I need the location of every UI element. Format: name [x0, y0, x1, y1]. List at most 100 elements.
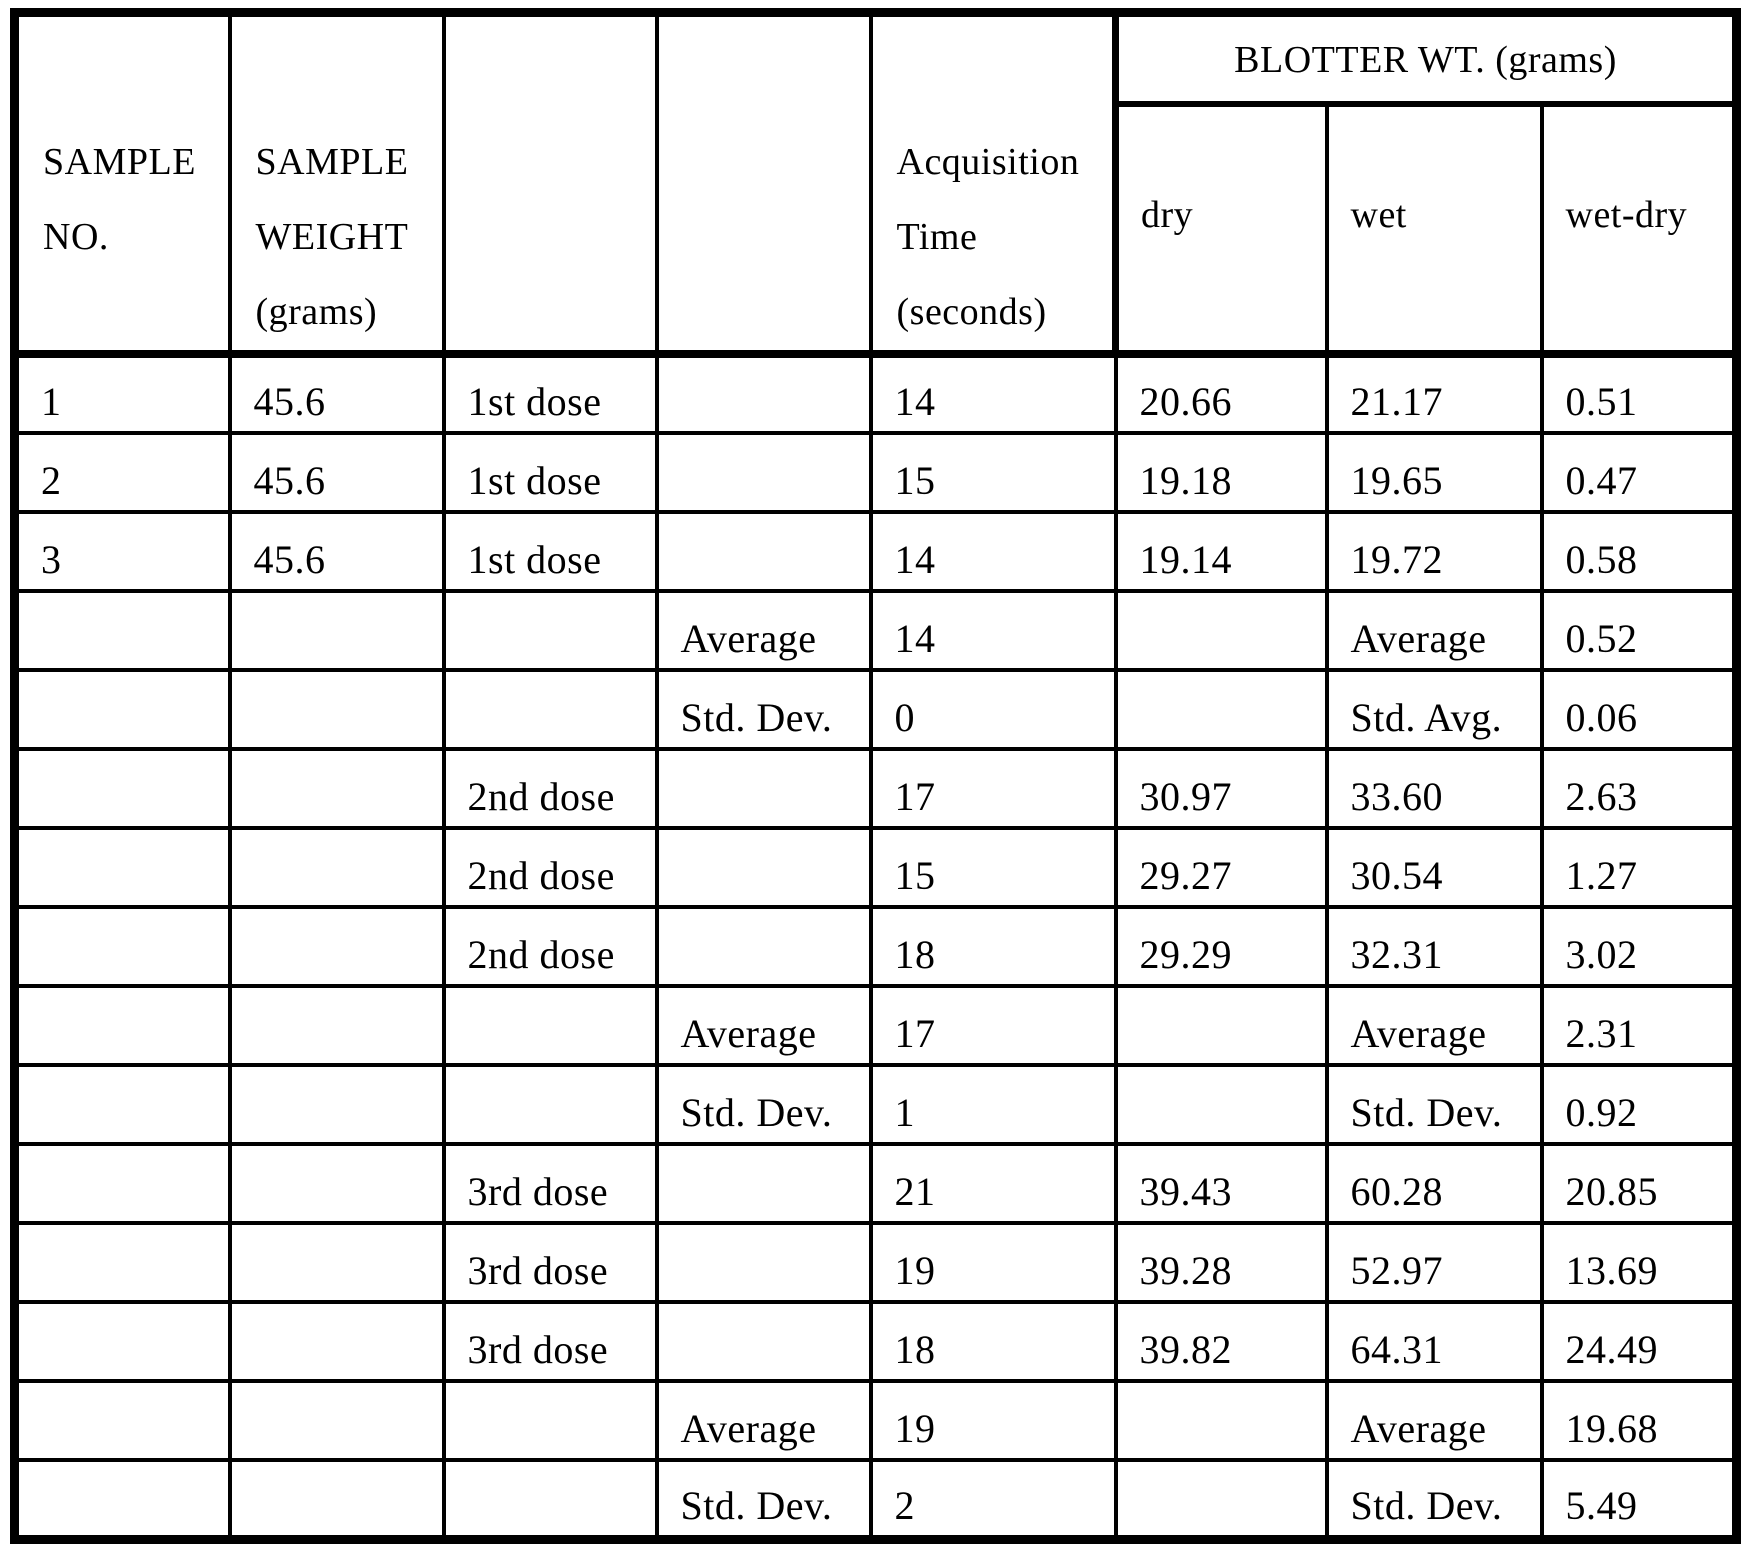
- table-cell: [12, 1379, 232, 1462]
- table-row: 3 45.6 1st dose 14 19.14 19.72 0.58: [12, 510, 1739, 593]
- header-line: WEIGHT: [255, 216, 409, 258]
- table-cell: [227, 1379, 446, 1462]
- table-row: 2nd dose 18 29.29 32.31 3.02: [12, 905, 1739, 988]
- header-line: SAMPLE: [43, 141, 196, 183]
- header-line: (grams): [255, 291, 378, 333]
- table-cell: [12, 589, 232, 672]
- table-cell: Std. Dev.: [1324, 1063, 1544, 1146]
- table-cell: 14: [868, 510, 1118, 593]
- table-cell: [1113, 984, 1329, 1067]
- header-wet: wet: [1324, 101, 1544, 359]
- table-cell: Average: [654, 589, 873, 672]
- header-sample-no: SAMPLE NO.: [12, 10, 232, 358]
- table-cell: 19.14: [1113, 510, 1329, 593]
- table-cell: 30.97: [1113, 747, 1329, 830]
- table-cell: [12, 1142, 232, 1225]
- table-cell: 1: [12, 352, 232, 435]
- table-cell: 15: [868, 431, 1118, 514]
- table-row: 2 45.6 1st dose 15 19.18 19.65 0.47: [12, 431, 1739, 514]
- header-acquisition-time: Acquisition Time (seconds): [868, 10, 1118, 358]
- table-cell: 2nd dose: [441, 905, 659, 988]
- table-cell: [654, 1300, 873, 1383]
- table-cell: 24.49: [1539, 1300, 1739, 1383]
- table-cell: 3.02: [1539, 905, 1739, 988]
- table-cell: 18: [868, 1300, 1118, 1383]
- table-cell: 0.92: [1539, 1063, 1739, 1146]
- table-cell: 1.27: [1539, 826, 1739, 909]
- table-cell: [12, 1458, 232, 1541]
- table-cell: [227, 1063, 446, 1146]
- table-cell: [441, 589, 659, 672]
- table-row: Std. Dev. 1 Std. Dev. 0.92: [12, 1063, 1739, 1146]
- table-cell: 1st dose: [441, 510, 659, 593]
- table-cell: 1st dose: [441, 352, 659, 435]
- table-cell: [227, 1458, 446, 1541]
- table-cell: 0.47: [1539, 431, 1739, 514]
- table-cell: 3rd dose: [441, 1221, 659, 1304]
- header-row-sub: dry wet wet-dry: [15, 101, 1739, 359]
- table-cell: [654, 826, 873, 909]
- table-row: 2nd dose 17 30.97 33.60 2.63: [12, 747, 1739, 830]
- table-cell: [12, 668, 232, 751]
- table-cell: 21.17: [1324, 352, 1544, 435]
- table-cell: 0.52: [1539, 589, 1739, 672]
- header-dose-column-blank: [441, 10, 659, 358]
- table-cell: 39.43: [1113, 1142, 1329, 1225]
- table-cell: [227, 668, 446, 751]
- table-cell: 0.58: [1539, 510, 1739, 593]
- table-cell: 18: [868, 905, 1118, 988]
- table-cell: 3rd dose: [441, 1142, 659, 1225]
- table-row: 3rd dose 19 39.28 52.97 13.69: [12, 1221, 1739, 1304]
- sample-blotter-table: SAMPLE NO. SAMPLE WEIGHT (grams) Acquisi…: [10, 8, 1742, 1544]
- table-cell: 19.18: [1113, 431, 1329, 514]
- table-cell: Std. Avg.: [1324, 668, 1544, 751]
- header-sample-weight: SAMPLE WEIGHT (grams): [227, 10, 446, 358]
- header-line: Acquisition: [896, 141, 1080, 183]
- table-cell: [441, 984, 659, 1067]
- table-cell: Std. Dev.: [1324, 1458, 1544, 1541]
- table-cell: 0.06: [1539, 668, 1739, 751]
- table-row: 1 45.6 1st dose 14 20.66 21.17 0.51: [12, 352, 1739, 435]
- header-line: SAMPLE: [255, 141, 409, 183]
- table-body: 1 45.6 1st dose 14 20.66 21.17 0.51 2 45.6 1st do…: [12, 352, 1739, 1541]
- table-cell: 39.28: [1113, 1221, 1329, 1304]
- header-line: Time: [896, 216, 978, 258]
- table-cell: Std. Dev.: [654, 1458, 873, 1541]
- table-cell: 15: [868, 826, 1118, 909]
- table-cell: 2.63: [1539, 747, 1739, 830]
- header-blotter-weight-group: BLOTTER WT. (grams): [1111, 10, 1739, 107]
- table-cell: [227, 905, 446, 988]
- table-cell: Average: [1324, 1379, 1544, 1462]
- table-cell: [227, 747, 446, 830]
- table-cell: 14: [868, 352, 1118, 435]
- table-cell: 20.85: [1539, 1142, 1739, 1225]
- table-cell: [227, 984, 446, 1067]
- table-cell: [654, 1221, 873, 1304]
- table-cell: 29.27: [1113, 826, 1329, 909]
- table-cell: 14: [868, 589, 1118, 672]
- header-row-group: SAMPLE NO. SAMPLE WEIGHT (grams) Acquisi…: [12, 10, 1739, 358]
- header-line: (seconds): [896, 291, 1047, 333]
- table-cell: Std. Dev.: [654, 1063, 873, 1146]
- document-page: SAMPLE NO. SAMPLE WEIGHT (grams) Acquisi…: [10, 8, 1742, 1544]
- table-row: Average 14 Average 0.52: [12, 589, 1739, 672]
- table-cell: 13.69: [1539, 1221, 1739, 1304]
- table-cell: [12, 905, 232, 988]
- table-cell: [12, 1300, 232, 1383]
- table-cell: Average: [1324, 984, 1544, 1067]
- table-cell: [441, 1458, 659, 1541]
- table-cell: 3rd dose: [441, 1300, 659, 1383]
- table-cell: Average: [654, 1379, 873, 1462]
- table-cell: 32.31: [1324, 905, 1544, 988]
- table-row: 2nd dose 15 29.27 30.54 1.27: [12, 826, 1739, 909]
- table-cell: Std. Dev.: [654, 668, 873, 751]
- table-cell: [1113, 1458, 1329, 1541]
- table-cell: [12, 984, 232, 1067]
- table-cell: 19: [868, 1221, 1118, 1304]
- table-cell: 3: [12, 510, 232, 593]
- table-row: Std. Dev. 0 Std. Avg. 0.06: [12, 668, 1739, 751]
- table-cell: 52.97: [1324, 1221, 1544, 1304]
- table-cell: 17: [868, 747, 1118, 830]
- table-cell: 21: [868, 1142, 1118, 1225]
- table-cell: [227, 1221, 446, 1304]
